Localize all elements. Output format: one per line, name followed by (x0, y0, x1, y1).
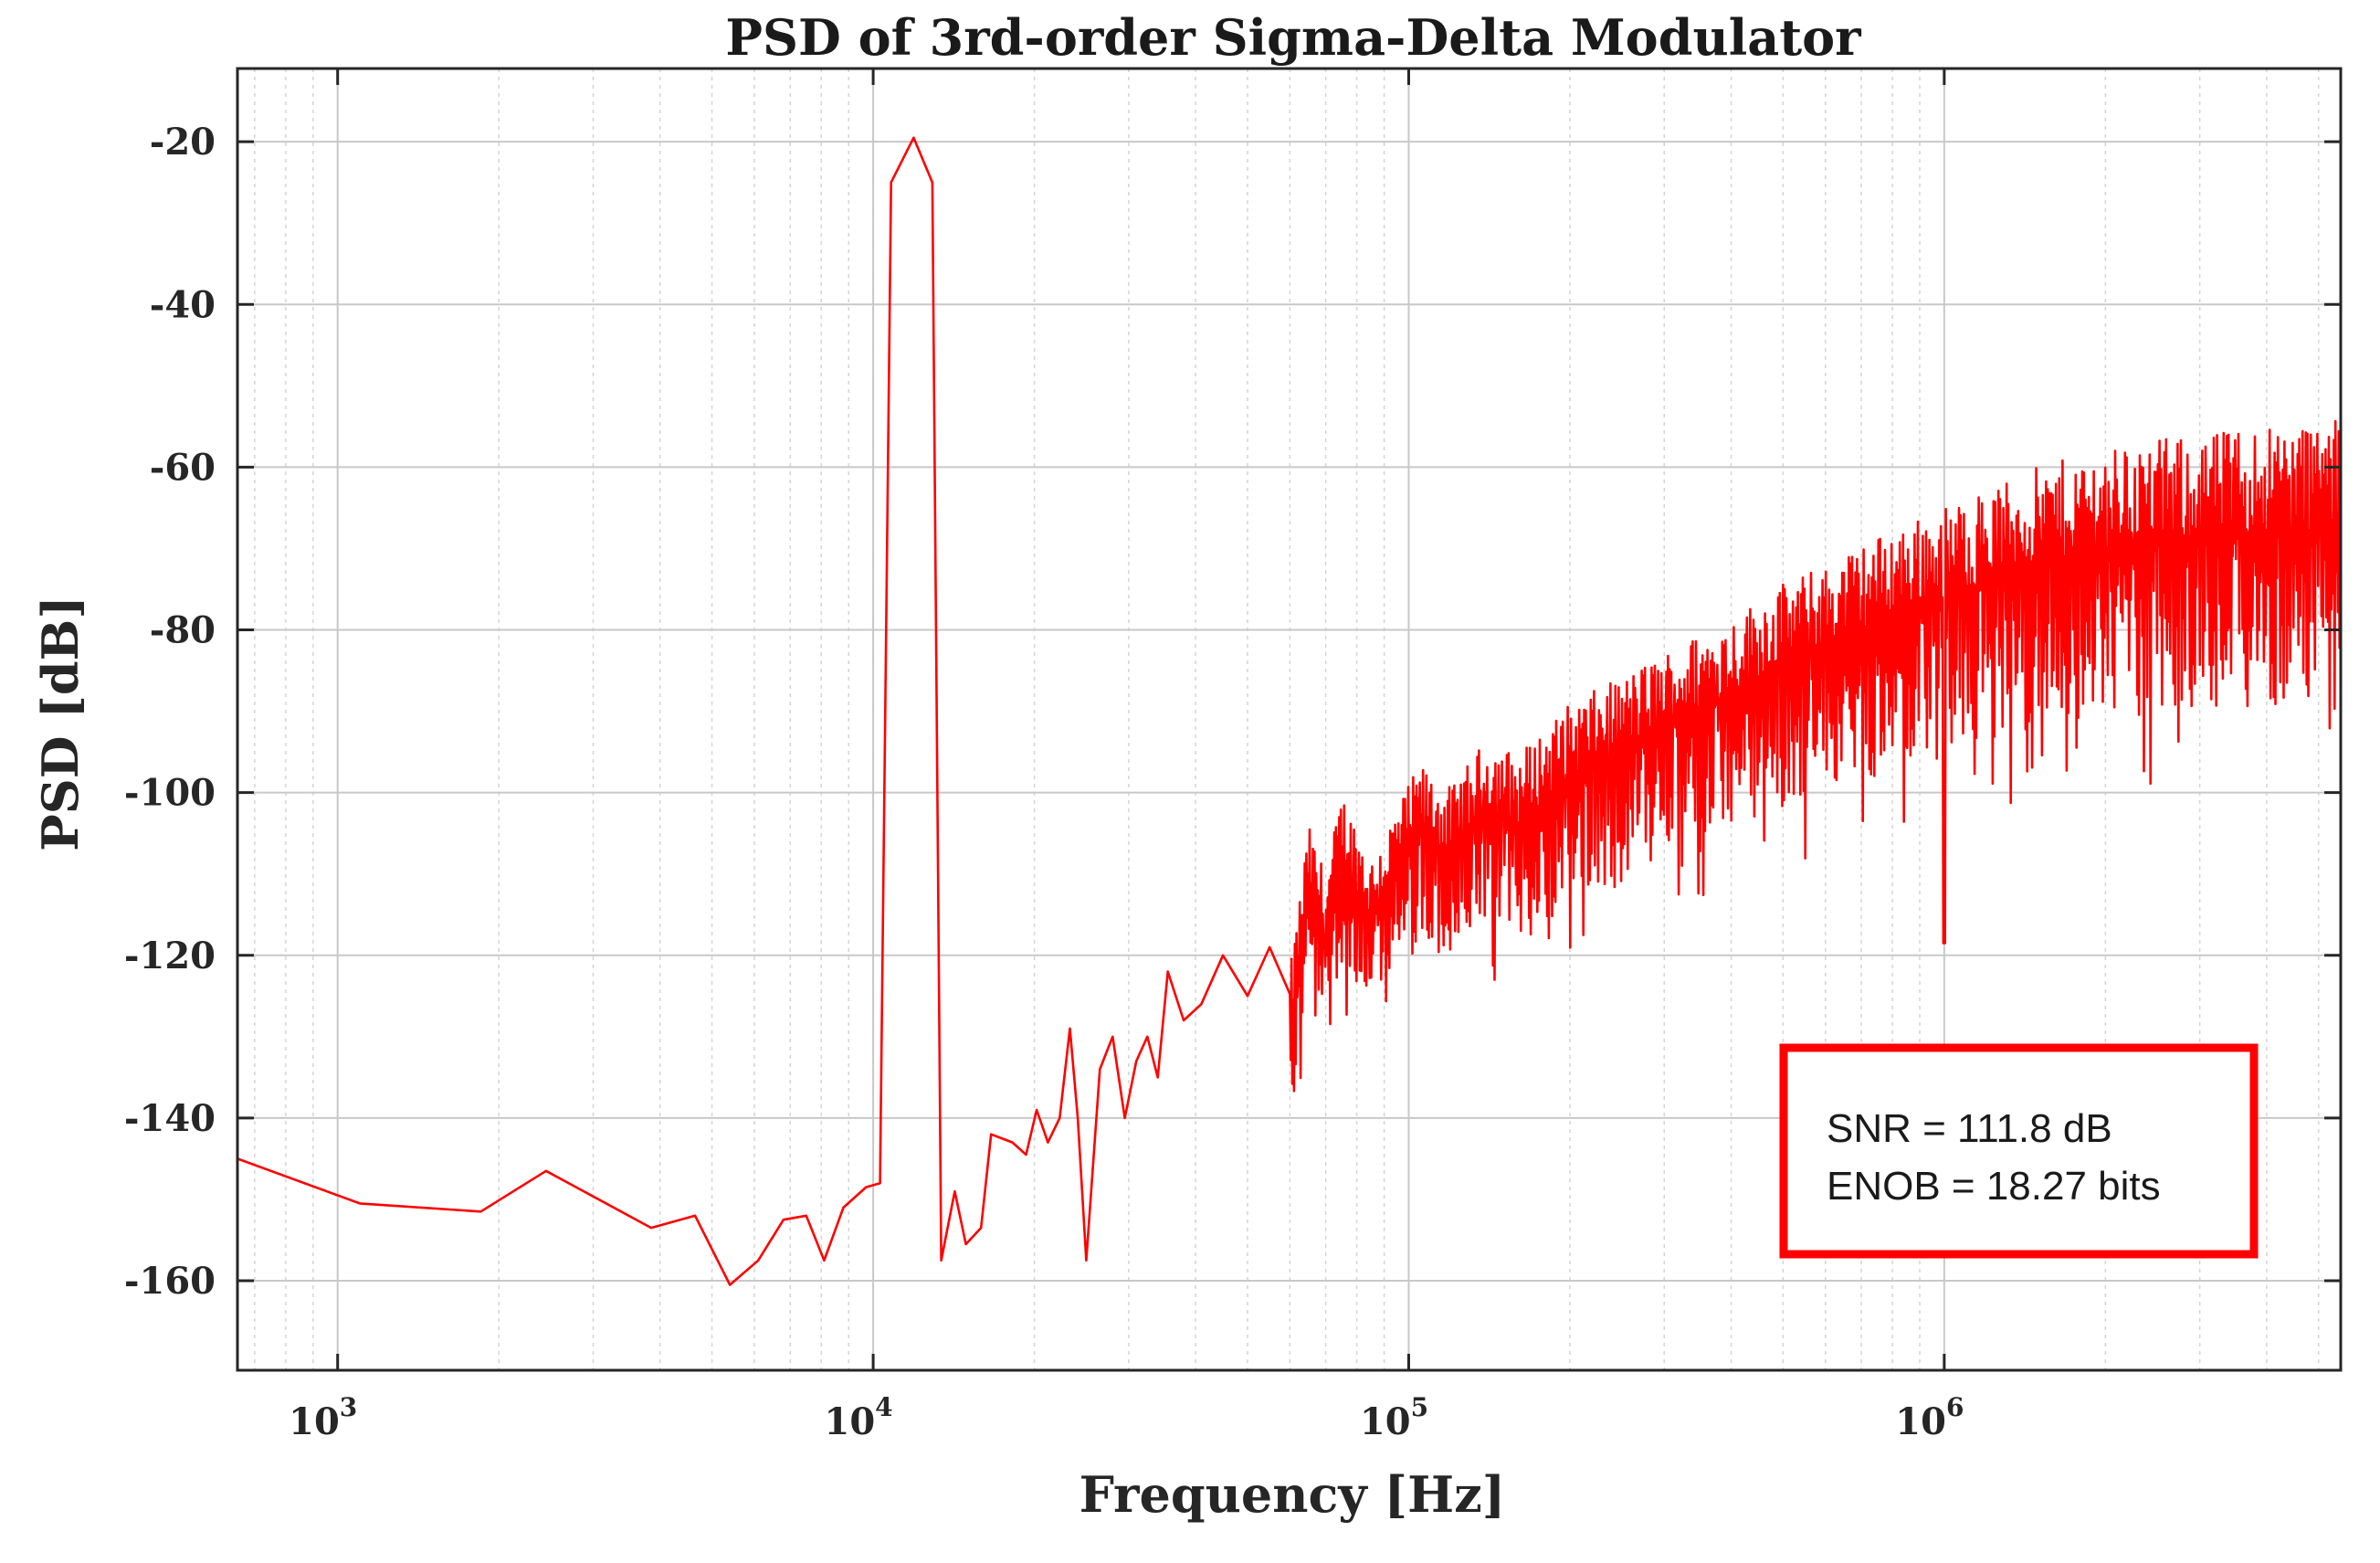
y-tick-label: -100 (124, 772, 216, 815)
y-axis-label: PSD [dB] (31, 596, 90, 851)
chart-title: PSD of 3rd-order Sigma-Delta Modulator (725, 8, 1861, 67)
psd-series-line (237, 136, 2341, 1286)
y-tick-label: -60 (150, 446, 216, 489)
annotation-box (1779, 1043, 2259, 1259)
snr-annotation: SNR = 111.8 dB ENOB = 18.27 bits (1779, 1043, 2259, 1259)
y-tick-label: -80 (150, 609, 216, 652)
x-axis-label: Frequency [Hz] (1079, 1465, 1506, 1524)
grid (237, 69, 2341, 1370)
x-tick-label: 103 (289, 1392, 357, 1443)
x-tick-label: 104 (825, 1392, 893, 1443)
y-tick-label: -160 (124, 1260, 216, 1303)
x-tick-label: 106 (1895, 1392, 1964, 1443)
plot-frame (236, 67, 2343, 1372)
series-layer (237, 136, 2341, 1286)
x-tick-label: 105 (1360, 1392, 1428, 1443)
tick-labels: -20 -40 -60 -80 -100 -120 -140 -160 103 104 105 106 (124, 69, 2341, 1443)
snr-text: SNR = 111.8 dB (1827, 1106, 2112, 1151)
y-tick-label: -40 (150, 283, 216, 326)
y-tick-label: -20 (150, 121, 216, 164)
enob-text: ENOB = 18.27 bits (1827, 1164, 2161, 1209)
y-tick-label: -120 (124, 935, 216, 977)
y-tick-label: -140 (124, 1097, 216, 1140)
